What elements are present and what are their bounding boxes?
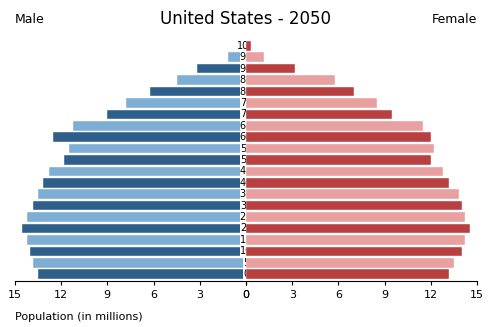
Bar xyxy=(33,201,246,211)
Bar xyxy=(246,121,423,130)
Text: 20: 20 xyxy=(240,223,252,233)
Bar xyxy=(246,52,265,62)
Text: 100: 100 xyxy=(237,41,255,51)
Text: 60: 60 xyxy=(240,132,252,142)
Bar xyxy=(23,224,246,233)
Text: 15: 15 xyxy=(240,235,252,245)
Bar xyxy=(246,41,250,51)
Text: Population (in millions): Population (in millions) xyxy=(15,313,142,322)
Bar xyxy=(64,155,246,165)
Text: Female: Female xyxy=(432,13,477,26)
Bar xyxy=(227,52,246,62)
Bar xyxy=(246,235,465,245)
Bar xyxy=(177,75,246,85)
Bar xyxy=(242,41,246,51)
Bar xyxy=(126,98,246,108)
Bar xyxy=(246,258,454,267)
Bar xyxy=(246,178,450,188)
Bar xyxy=(30,247,246,256)
Text: 55: 55 xyxy=(240,144,252,154)
Bar xyxy=(246,110,393,119)
Bar xyxy=(246,98,377,108)
Text: 0: 0 xyxy=(243,269,249,279)
Text: 75: 75 xyxy=(240,98,252,108)
Text: 45: 45 xyxy=(240,166,252,176)
Bar xyxy=(246,144,434,153)
Text: Male: Male xyxy=(15,13,44,26)
Bar xyxy=(246,269,450,279)
Bar xyxy=(246,87,354,96)
Bar xyxy=(246,64,295,74)
Bar xyxy=(246,224,469,233)
Text: 70: 70 xyxy=(240,109,252,119)
Bar xyxy=(27,212,246,222)
Bar xyxy=(49,167,246,176)
Text: 95: 95 xyxy=(240,52,252,62)
Bar xyxy=(53,132,246,142)
Text: 50: 50 xyxy=(240,155,252,165)
Text: 40: 40 xyxy=(240,178,252,188)
Bar xyxy=(38,189,246,199)
Bar xyxy=(27,235,246,245)
Bar xyxy=(246,167,443,176)
Text: 30: 30 xyxy=(240,201,252,211)
Bar xyxy=(246,132,431,142)
Bar xyxy=(73,121,246,130)
Bar xyxy=(151,87,246,96)
Bar xyxy=(246,189,459,199)
Text: 25: 25 xyxy=(240,212,252,222)
Text: 5: 5 xyxy=(243,258,249,268)
Text: 10: 10 xyxy=(240,246,252,256)
Bar xyxy=(107,110,246,119)
Bar xyxy=(42,178,246,188)
Text: 80: 80 xyxy=(240,87,252,96)
Text: 65: 65 xyxy=(240,121,252,131)
Text: 35: 35 xyxy=(240,189,252,199)
Bar xyxy=(246,247,462,256)
Text: 90: 90 xyxy=(240,64,252,74)
Bar xyxy=(69,144,246,153)
Bar xyxy=(246,75,336,85)
Bar xyxy=(246,155,431,165)
Bar xyxy=(38,269,246,279)
Bar xyxy=(246,212,465,222)
Bar xyxy=(246,201,462,211)
Bar xyxy=(33,258,246,267)
Bar xyxy=(197,64,246,74)
Text: United States - 2050: United States - 2050 xyxy=(160,10,332,28)
Text: 85: 85 xyxy=(240,75,252,85)
